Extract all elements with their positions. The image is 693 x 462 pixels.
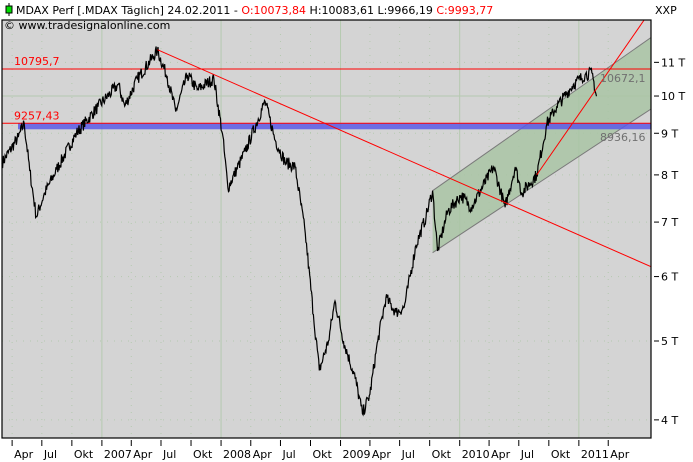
y-tick-label: 8 T	[661, 169, 678, 182]
x-tick-label: Jul	[162, 448, 176, 461]
support-label: 9257,43	[14, 109, 60, 122]
x-tick-label: 2011	[581, 448, 609, 461]
copyright-text: © www.tradesignalonline.com	[4, 19, 170, 32]
support-band	[18, 123, 651, 130]
y-tick-label: 10 T	[661, 90, 685, 103]
y-tick-label: 9 T	[661, 127, 678, 140]
x-tick-label: Apr	[253, 448, 273, 461]
channel-upper-label: 10672,1	[600, 72, 646, 85]
y-tick-label: 4 T	[661, 414, 678, 427]
legend-icon	[5, 3, 13, 16]
x-tick-label: Okt	[432, 448, 452, 461]
trend-lines	[157, 20, 651, 268]
close-value: C:9993,77	[433, 4, 493, 17]
x-tick-label: Apr	[610, 448, 630, 461]
y-tick-label: 7 T	[661, 216, 678, 229]
x-tick-label: Apr	[491, 448, 511, 461]
y-tick-label: 11 T	[661, 56, 685, 69]
channel-lower-label: 8936,16	[600, 131, 646, 144]
support-lines	[2, 68, 651, 130]
low-value: L:9966,19	[374, 4, 433, 17]
symbol-info: MDAX Perf [.MDAX Täglich] 24.02.2011 -	[16, 4, 241, 17]
header-bar	[0, 0, 450, 19]
trend-line	[157, 49, 651, 268]
open-value: O:10073,84	[241, 4, 306, 17]
x-tick-label: Jul	[281, 448, 295, 461]
x-tick-label: Okt	[551, 448, 571, 461]
channel-fill	[432, 37, 651, 253]
x-tick-label: Apr	[133, 448, 153, 461]
x-axis: Apr Jul Okt 2007 Apr Jul Okt 2008 Apr Jul Okt 2009 A…	[11, 440, 630, 461]
x-tick-label: Okt	[313, 448, 333, 461]
plot-border	[1, 19, 652, 439]
x-tick-label: Jul	[43, 448, 57, 461]
x-tick-label: Apr	[14, 448, 34, 461]
chart-header: MDAX Perf [.MDAX Täglich] 24.02.2011 - O…	[16, 4, 493, 17]
high-value: H:10083,61	[306, 4, 374, 17]
x-tick-label: Okt	[74, 448, 94, 461]
y-tick-label: 6 T	[661, 271, 678, 284]
y-tick-label: 5 T	[661, 335, 678, 348]
y-axis-title: XXP	[655, 4, 677, 17]
price-series-line	[1, 46, 598, 417]
plot-area	[2, 20, 651, 438]
x-tick-label: 2007	[104, 448, 132, 461]
x-tick-label: Okt	[193, 448, 213, 461]
trend-line	[536, 20, 645, 176]
channel-lower-line	[432, 108, 651, 254]
y-axis: 11 T 10 T 9 T 8 T 7 T 6 T 5 T 4 T	[654, 56, 685, 427]
x-tick-label: Apr	[372, 448, 392, 461]
x-tick-label: 2009	[343, 448, 371, 461]
x-tick-label: Jul	[401, 448, 415, 461]
x-tick-label: 2008	[223, 448, 251, 461]
x-tick-label: 2010	[462, 448, 490, 461]
resistance-label: 10795,7	[14, 55, 60, 68]
x-tick-label: Jul	[520, 448, 534, 461]
